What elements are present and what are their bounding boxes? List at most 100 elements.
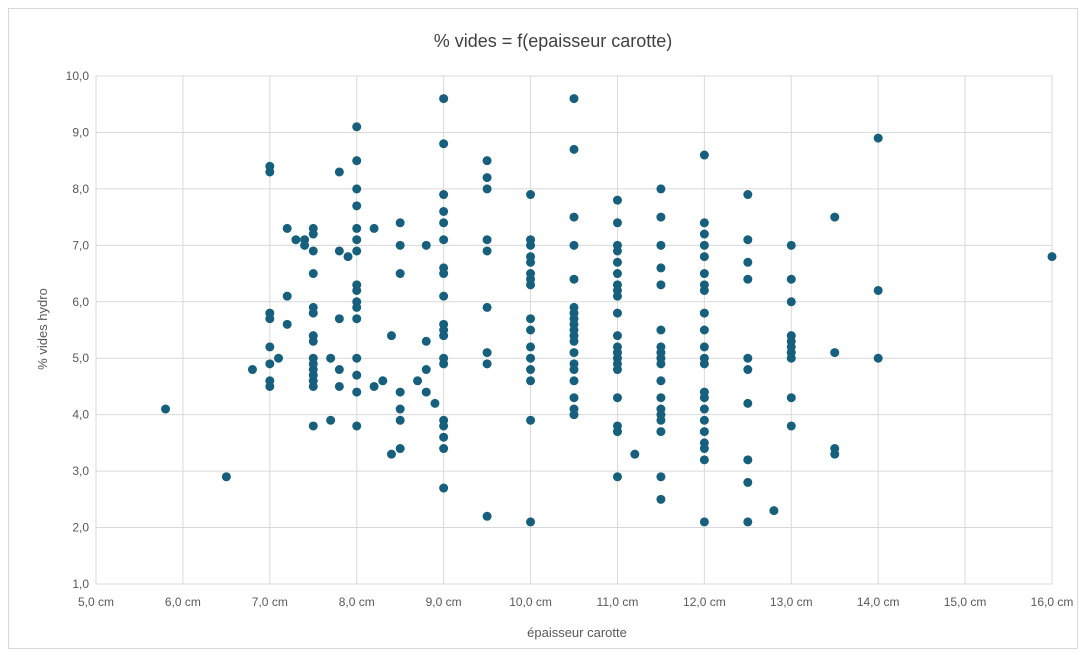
data-point [526,365,536,375]
data-point [352,184,362,194]
data-point [308,336,318,346]
data-point [699,517,709,527]
data-point [769,506,779,516]
data-point [413,376,423,386]
data-point [569,348,579,358]
data-point [369,381,379,391]
data-point [421,336,431,346]
y-tick-label: 1,0 [72,577,89,591]
data-point [439,269,449,279]
data-point [265,359,275,369]
data-point [352,370,362,380]
data-point [334,167,344,177]
data-point [265,342,275,352]
data-point [743,517,753,527]
data-point [786,353,796,363]
data-point [482,156,492,166]
data-point [386,331,396,341]
data-point [334,381,344,391]
data-point [395,415,405,425]
data-point [786,393,796,403]
data-point [395,240,405,250]
data-point [308,246,318,256]
x-tick-label: 15,0 cm [944,595,987,609]
data-point [282,223,292,233]
data-point [743,353,753,363]
y-tick-label: 3,0 [72,464,89,478]
data-point [482,511,492,521]
data-point [569,376,579,386]
data-point [439,359,449,369]
x-tick-label: 7,0 cm [252,595,288,609]
x-tick-label: 14,0 cm [857,595,900,609]
y-tick-label: 4,0 [72,408,89,422]
data-point [421,240,431,250]
data-point [699,252,709,262]
chart-title: % vides = f(epaisseur carotte) [434,31,673,51]
data-point [743,455,753,465]
data-point [699,229,709,239]
data-point [439,235,449,245]
data-point [308,269,318,279]
data-point [482,246,492,256]
y-tick-label: 7,0 [72,238,89,252]
data-point [482,348,492,358]
data-point [439,444,449,454]
data-point [743,274,753,284]
x-tick-label: 13,0 cm [770,595,813,609]
data-point [343,252,353,262]
data-point [569,144,579,154]
data-point [612,393,622,403]
y-axis-ticks: 1,0 2,0 3,0 4,0 5,0 6,0 7,0 8,0 9,0 10,0 [66,69,90,591]
data-point [743,477,753,487]
data-point [352,246,362,256]
data-point [326,415,336,425]
data-point [439,190,449,200]
data-point [352,122,362,132]
x-tick-label: 5,0 cm [78,595,114,609]
data-point [526,190,536,200]
data-point [265,314,275,324]
data-point [612,365,622,375]
data-point [526,257,536,267]
data-point [526,342,536,352]
data-point [569,240,579,250]
data-point [395,404,405,414]
data-point [612,331,622,341]
data-point [308,229,318,239]
data-point [439,421,449,431]
data-point [612,269,622,279]
data-point [369,223,379,233]
x-axis-title: épaisseur carotte [527,625,627,640]
data-point [786,240,796,250]
y-tick-label: 6,0 [72,295,89,309]
data-point [482,359,492,369]
data-point [439,331,449,341]
data-point [612,308,622,318]
data-point [161,404,171,414]
data-point [526,314,536,324]
data-point [743,365,753,375]
data-point [439,206,449,216]
data-point [699,455,709,465]
data-point [526,517,536,527]
data-point [334,246,344,256]
data-point [352,314,362,324]
data-point [656,393,666,403]
data-point [352,285,362,295]
data-point [699,415,709,425]
data-points [161,94,1057,527]
data-point [569,94,579,104]
data-point [656,494,666,504]
data-point [421,365,431,375]
data-point [656,184,666,194]
data-point [300,240,310,250]
data-point [265,167,275,177]
data-point [439,218,449,228]
data-point [352,223,362,233]
data-point [699,308,709,318]
data-point [395,218,405,228]
data-point [352,235,362,245]
data-point [430,398,440,408]
data-point [830,449,840,459]
